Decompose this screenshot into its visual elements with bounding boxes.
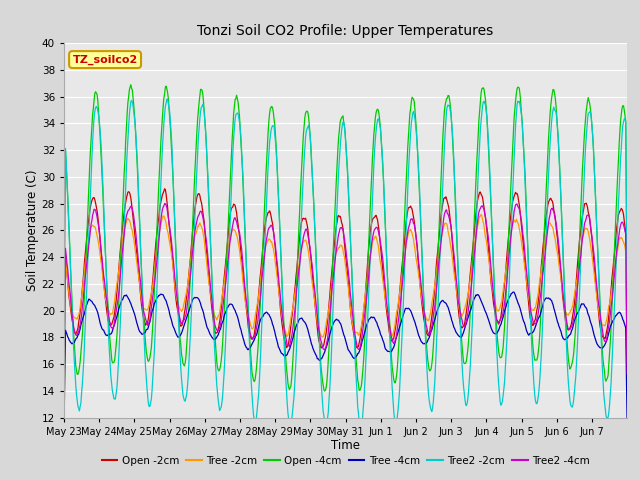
Tree2 -4cm bbox=[259, 273, 266, 279]
Open -2cm bbox=[404, 205, 412, 211]
Tree2 -2cm bbox=[126, 105, 134, 110]
Open -2cm bbox=[280, 333, 287, 339]
Tree2 -2cm bbox=[230, 126, 238, 132]
Legend: Open -2cm, Tree -2cm, Open -4cm, Tree -4cm, Tree2 -2cm, Tree2 -4cm: Open -2cm, Tree -2cm, Open -4cm, Tree -4… bbox=[97, 452, 594, 470]
Text: TZ_soilco2: TZ_soilco2 bbox=[72, 54, 138, 65]
Open -4cm bbox=[60, 312, 68, 317]
X-axis label: Time: Time bbox=[331, 439, 360, 453]
Tree -2cm bbox=[126, 219, 134, 225]
Tree -4cm bbox=[230, 305, 237, 311]
Tree -4cm bbox=[435, 302, 443, 308]
Open -4cm bbox=[280, 314, 287, 320]
Tree -4cm bbox=[60, 425, 68, 431]
Line: Open -4cm: Open -4cm bbox=[64, 84, 627, 391]
Open -4cm bbox=[127, 82, 134, 87]
Tree2 -2cm bbox=[259, 309, 266, 315]
Tree2 -2cm bbox=[60, 309, 68, 314]
Tree -4cm bbox=[623, 427, 631, 433]
Tree2 -2cm bbox=[280, 327, 287, 333]
Open -4cm bbox=[230, 104, 238, 109]
Open -2cm bbox=[126, 192, 134, 197]
Open -4cm bbox=[437, 186, 445, 192]
Tree2 -4cm bbox=[60, 374, 68, 380]
Line: Tree -4cm: Tree -4cm bbox=[64, 292, 627, 430]
Open -2cm bbox=[60, 376, 68, 382]
Tree2 -4cm bbox=[623, 371, 631, 377]
Tree -2cm bbox=[623, 383, 631, 389]
Open -2cm bbox=[623, 373, 631, 379]
Title: Tonzi Soil CO2 Profile: Upper Temperatures: Tonzi Soil CO2 Profile: Upper Temperatur… bbox=[198, 24, 493, 38]
Tree2 -2cm bbox=[357, 425, 365, 431]
Line: Open -2cm: Open -2cm bbox=[64, 189, 627, 379]
Tree -2cm bbox=[279, 318, 287, 324]
Tree2 -4cm bbox=[230, 215, 238, 221]
Open -2cm bbox=[259, 252, 266, 258]
Tree -2cm bbox=[404, 234, 412, 240]
Y-axis label: Soil Temperature (C): Soil Temperature (C) bbox=[26, 169, 39, 291]
Line: Tree2 -2cm: Tree2 -2cm bbox=[64, 99, 627, 428]
Open -4cm bbox=[259, 256, 266, 262]
Tree -2cm bbox=[477, 212, 485, 217]
Tree2 -2cm bbox=[164, 96, 172, 102]
Tree2 -4cm bbox=[280, 321, 287, 327]
Open -4cm bbox=[405, 122, 413, 128]
Tree2 -2cm bbox=[437, 233, 445, 239]
Tree -4cm bbox=[279, 351, 287, 357]
Line: Tree2 -4cm: Tree2 -4cm bbox=[64, 204, 627, 377]
Tree2 -2cm bbox=[405, 156, 413, 161]
Open -4cm bbox=[126, 84, 134, 90]
Open -2cm bbox=[161, 186, 168, 192]
Tree -4cm bbox=[404, 306, 412, 312]
Tree -4cm bbox=[258, 315, 266, 321]
Tree2 -4cm bbox=[436, 250, 444, 255]
Tree2 -4cm bbox=[404, 225, 412, 231]
Open -2cm bbox=[436, 224, 444, 230]
Open -4cm bbox=[623, 306, 631, 312]
Tree -2cm bbox=[435, 246, 443, 252]
Tree -2cm bbox=[230, 227, 237, 232]
Open -2cm bbox=[230, 202, 238, 207]
Open -4cm bbox=[321, 388, 328, 394]
Tree2 -2cm bbox=[623, 304, 631, 310]
Tree -4cm bbox=[509, 289, 517, 295]
Tree2 -4cm bbox=[126, 204, 134, 210]
Tree -2cm bbox=[60, 383, 68, 388]
Line: Tree -2cm: Tree -2cm bbox=[64, 215, 627, 386]
Tree -2cm bbox=[258, 269, 266, 275]
Tree -4cm bbox=[126, 299, 134, 305]
Tree2 -4cm bbox=[161, 201, 169, 206]
